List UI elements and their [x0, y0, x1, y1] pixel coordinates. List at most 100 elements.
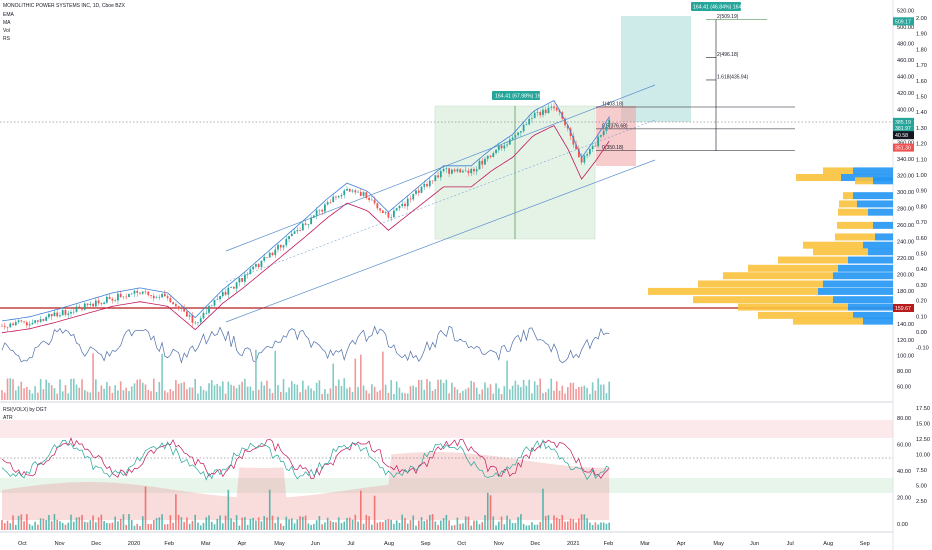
fib-label: 0(350.18) [602, 145, 624, 151]
rsi-vol-bar [86, 522, 89, 530]
candle [282, 245, 285, 248]
candle [243, 274, 246, 282]
candle [332, 196, 335, 203]
candle [202, 313, 205, 319]
ma-line [1, 125, 610, 334]
candle [404, 203, 406, 207]
rsi-vol-bar [382, 522, 384, 530]
volume-bar [53, 388, 56, 400]
rsi-vol-bar [417, 520, 420, 530]
time-tick: Dec [530, 541, 540, 547]
volume-bar [293, 383, 296, 400]
ratio-tick: 0.90 [916, 189, 927, 195]
volume-bar [544, 392, 547, 400]
rsi-vol-bar [315, 520, 318, 530]
rsi-vol-bar [531, 522, 533, 530]
rsi-vol-bar [506, 515, 508, 530]
vp-up-bar [853, 192, 893, 200]
rsi-vol-bar [39, 518, 42, 530]
volume-bar [224, 393, 227, 400]
rs-tick: 120.00 [897, 338, 914, 344]
rsi-vol-bar [600, 522, 602, 530]
indicator-ema[interactable]: EMA [3, 12, 15, 18]
volume-bar [106, 382, 108, 400]
volume-bar [257, 389, 260, 400]
volume-bar [103, 388, 105, 400]
rsi-vol-bar [453, 525, 456, 530]
rsi-vol-bar [150, 524, 152, 530]
annotation-2-text: 164.41 (46.84%) 16441 [693, 5, 747, 11]
rsi-vol-bar [470, 525, 472, 530]
rsi-sub[interactable]: ATR [3, 415, 13, 421]
candle [277, 244, 279, 250]
volume-bar [31, 393, 34, 400]
candle [528, 118, 531, 125]
volume-bar [249, 386, 252, 400]
rsi-vol-bar [310, 525, 312, 530]
indicator-rs[interactable]: RS [3, 36, 11, 42]
rsi-vol-bar [597, 524, 599, 530]
price-tick: 440.00 [897, 75, 914, 81]
volume-bar [379, 390, 381, 400]
rsi-vol-bar [277, 516, 279, 530]
volume-bar [484, 382, 486, 400]
volume-bar [255, 349, 257, 400]
ratio-tick: -0.10 [916, 346, 929, 352]
volume-bar [498, 388, 500, 400]
vp-down-bar [778, 256, 848, 264]
rsi-vol-bar [230, 518, 232, 530]
vp-down-bar [748, 264, 838, 272]
candle [117, 293, 119, 301]
fib-levels: 2(509.19) 1.618(435.94) 2(496.18) 1(403.18)… [596, 14, 795, 151]
vp-up-bar [868, 208, 893, 216]
volume-bar [147, 389, 150, 400]
rsi-vol-bar [141, 516, 144, 530]
rsi-vol-bar [346, 517, 348, 530]
rsi-vol-bar [542, 488, 544, 530]
volume-bar [575, 388, 577, 400]
volume-bar [586, 387, 588, 400]
candle [158, 297, 161, 298]
candle [14, 322, 17, 326]
candle [81, 307, 83, 310]
rsi-title[interactable]: RSI(VOLX) by DGT [3, 407, 47, 413]
price-axis[interactable]: 140.00160.00180.00200.00220.00240.00260.… [897, 9, 930, 528]
candle [539, 112, 542, 116]
rsi-vol-bar [448, 520, 450, 530]
candle [368, 197, 370, 200]
candle [285, 239, 288, 246]
candle [428, 180, 431, 187]
candle [238, 278, 241, 283]
rsi-vol-bar [169, 515, 172, 530]
candle [495, 149, 497, 154]
candle [213, 299, 216, 306]
volume-bar [509, 389, 511, 400]
time-axis[interactable]: Oct Nov Dec 2020 Feb Mar Apr May Jun Jul Aug Sep Oct… [18, 541, 870, 547]
volume-bar [186, 389, 188, 400]
volume-bar [9, 378, 12, 400]
candle [340, 194, 343, 197]
volume-bar [564, 393, 566, 400]
rsi-vol-bar [61, 522, 64, 530]
rsi-vol-bar [478, 524, 481, 530]
vp-up-bar [838, 264, 893, 272]
candle [412, 193, 415, 200]
volume-bar [37, 392, 39, 400]
candle [89, 303, 92, 305]
candle [208, 305, 210, 313]
indicator-vol[interactable]: Vol [3, 28, 10, 34]
candle [133, 290, 136, 294]
rsi-vol-bar [326, 517, 329, 530]
time-tick: Apr [677, 541, 686, 547]
candle [307, 224, 310, 225]
rsi-vol-bar [183, 521, 185, 530]
rsi-vol-bar [299, 516, 301, 530]
volume-bar [409, 386, 412, 400]
candle [197, 322, 199, 323]
candle [67, 313, 70, 315]
indicator-ma[interactable]: MA [3, 20, 11, 26]
rsi-vol-bar [155, 518, 158, 530]
candle [456, 169, 459, 172]
volume-bar [12, 379, 14, 400]
candle [522, 124, 525, 132]
